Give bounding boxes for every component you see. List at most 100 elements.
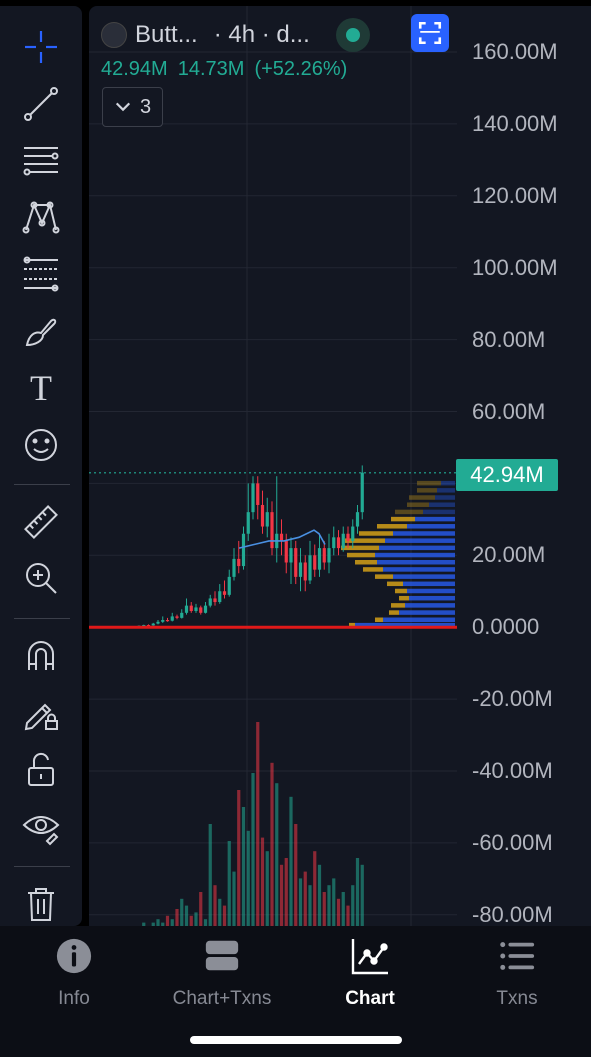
chart-txns-icon bbox=[205, 940, 239, 971]
candle-body bbox=[303, 562, 307, 581]
eye-icon[interactable] bbox=[16, 802, 66, 852]
volume-bar bbox=[232, 871, 236, 926]
ruler-icon[interactable] bbox=[16, 497, 66, 547]
candle-body bbox=[170, 616, 174, 621]
unlock-icon[interactable] bbox=[16, 745, 66, 795]
lock-drawings-icon[interactable] bbox=[16, 688, 66, 738]
candle-body bbox=[327, 548, 331, 563]
candle-body bbox=[256, 483, 260, 505]
candle-body bbox=[289, 548, 293, 563]
chart-pane[interactable]: Butt... · 4h · d... 42.94M 14.73M (+52.2… bbox=[89, 6, 591, 926]
volume-bar bbox=[203, 919, 208, 926]
volume-profile-bar bbox=[359, 531, 393, 536]
volume-bar bbox=[246, 830, 250, 926]
volume-profile-bar bbox=[407, 524, 455, 529]
volume-bar bbox=[327, 885, 331, 926]
volume-profile-bar bbox=[417, 488, 437, 493]
pattern-icon[interactable] bbox=[16, 192, 66, 242]
volume-profile-bar bbox=[375, 617, 383, 623]
volume-bar bbox=[260, 837, 265, 926]
volume-bar bbox=[279, 864, 284, 926]
symbol-interval[interactable]: · 4h · d... bbox=[213, 21, 310, 48]
volume-bar bbox=[175, 909, 179, 926]
volume-bar bbox=[218, 898, 222, 926]
volume-profile-bar bbox=[375, 574, 393, 579]
text-tool-icon[interactable]: T bbox=[30, 368, 52, 408]
change-percent: (+52.26%) bbox=[254, 58, 348, 80]
price-axis-label: 60.00M bbox=[472, 398, 546, 424]
volume-profile-bar bbox=[429, 502, 455, 507]
drawing-toolbar: T bbox=[0, 6, 82, 926]
volume-bar bbox=[241, 807, 246, 926]
volume-bar bbox=[317, 864, 322, 926]
volume-bar bbox=[237, 790, 241, 926]
volume-profile-bar bbox=[377, 524, 407, 529]
volume-profile-bar bbox=[441, 480, 455, 486]
volume-profile-bar bbox=[383, 567, 455, 572]
tab-info[interactable]: Info bbox=[0, 934, 148, 1010]
price-axis-label: 160.00M bbox=[472, 39, 558, 64]
volume-profile-bar bbox=[409, 495, 435, 500]
indicators-toggle-button[interactable]: 3 bbox=[102, 87, 163, 127]
volume-bar bbox=[355, 858, 360, 926]
candle-body bbox=[308, 555, 312, 581]
crosshair-icon[interactable] bbox=[16, 22, 66, 72]
price-axis-label: -80.00M bbox=[472, 901, 553, 926]
fullscreen-button[interactable] bbox=[411, 14, 449, 52]
tab-chart[interactable]: Chart bbox=[296, 934, 444, 1010]
magnet-icon[interactable] bbox=[16, 631, 66, 681]
candle-body bbox=[279, 533, 284, 541]
current-value: 42.94M bbox=[101, 58, 168, 80]
volume-profile-bar bbox=[403, 581, 455, 587]
candle-body bbox=[341, 533, 345, 549]
volume-bar bbox=[199, 892, 203, 926]
indicators-count: 3 bbox=[139, 95, 152, 118]
volume-profile-bar bbox=[355, 559, 377, 565]
token-logo bbox=[101, 22, 127, 48]
volume-bar bbox=[360, 864, 364, 926]
fullscreen-icon bbox=[418, 21, 442, 45]
candle-body bbox=[351, 526, 355, 541]
volume-profile-bar bbox=[375, 552, 455, 558]
candle-body bbox=[180, 612, 184, 618]
candle-body bbox=[355, 512, 360, 527]
fib-retracement-icon[interactable] bbox=[16, 249, 66, 299]
emoji-icon[interactable] bbox=[16, 420, 66, 470]
volume-bar bbox=[289, 796, 293, 926]
tab-txns[interactable]: Txns bbox=[443, 934, 591, 1010]
price-axis-label: 140.00M bbox=[472, 110, 558, 136]
candle-body bbox=[332, 537, 336, 549]
volume-profile-bar bbox=[391, 516, 415, 522]
chart-canvas[interactable] bbox=[89, 6, 591, 926]
trash-icon[interactable] bbox=[16, 879, 66, 929]
tab-chart-txns[interactable]: Chart+Txns bbox=[148, 934, 296, 1010]
candle-body bbox=[232, 558, 236, 577]
volume-bar bbox=[142, 922, 146, 926]
moving-average-line bbox=[238, 529, 326, 549]
candle-body bbox=[246, 512, 250, 534]
volume-profile-bar bbox=[417, 480, 441, 486]
info-icon bbox=[56, 938, 92, 974]
price-axis-label: 80.00M bbox=[472, 326, 546, 352]
candle-body bbox=[322, 548, 326, 563]
volume-bar bbox=[213, 885, 217, 926]
candle-body bbox=[184, 605, 189, 613]
horizontal-lines-icon[interactable] bbox=[16, 135, 66, 185]
brush-icon[interactable] bbox=[16, 306, 66, 356]
candle-body bbox=[317, 548, 322, 570]
volume-bar bbox=[270, 762, 274, 926]
price-axis-label: 120.00M bbox=[472, 182, 558, 208]
volume-profile-bar bbox=[345, 538, 385, 543]
volume-profile-bar bbox=[395, 509, 423, 515]
candle-body bbox=[251, 483, 255, 513]
volume-profile-bar bbox=[349, 622, 355, 628]
volume-profile-bar bbox=[393, 574, 455, 579]
market-status-icon bbox=[335, 18, 370, 52]
candle-body bbox=[151, 623, 155, 626]
current-price-tag: 42.94M bbox=[456, 459, 558, 491]
change-value: 14.73M bbox=[177, 58, 245, 80]
symbol-name[interactable]: Butt... bbox=[135, 21, 198, 48]
volume-bar bbox=[336, 898, 341, 926]
zoom-in-icon[interactable] bbox=[16, 553, 66, 603]
trend-line-icon[interactable] bbox=[16, 79, 66, 129]
